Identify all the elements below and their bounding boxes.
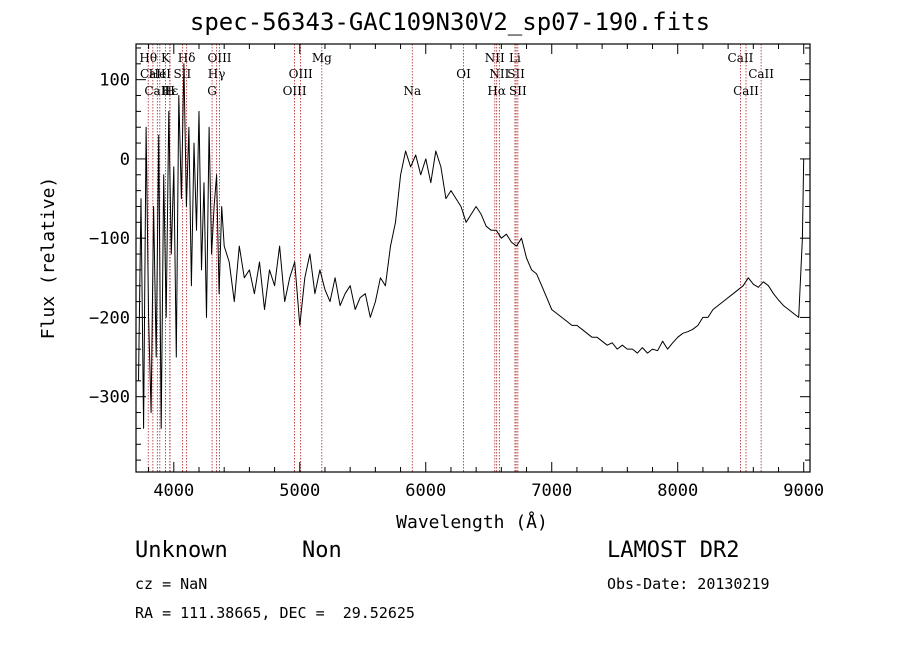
spectral-line-label: CaII: [728, 51, 754, 65]
y-tick-label: −100: [89, 229, 130, 249]
spectral-line-label: Hθ: [139, 51, 157, 65]
y-tick-label: 0: [120, 150, 130, 170]
spectral-line-label: HeI: [149, 67, 172, 81]
y-axis-label: Flux (relative): [38, 177, 59, 340]
spectral-line-label: OI: [456, 67, 471, 81]
plot-frame: [135, 43, 811, 473]
object-subclass: Non: [302, 538, 342, 563]
x-tick-label: 9000: [783, 481, 824, 501]
spectral-line-markers: Hθ CaII CaII K HeI Hε Hδ SII H OIII Hγ G Mg OIII OIII N…: [139, 44, 774, 472]
spectral-line-label: CaII: [144, 84, 170, 98]
x-axis-label: Wavelength (Å): [396, 511, 548, 533]
spectral-line-label: NII: [489, 67, 509, 81]
spectral-line-label: SII: [174, 67, 192, 81]
spectral-line-label: Na: [403, 84, 421, 98]
spectral-line-label: OIII: [207, 51, 231, 65]
survey-name: LAMOST DR2: [607, 538, 740, 563]
y-tick-label: −300: [89, 388, 130, 408]
chart-title: spec-56343-GAC109N30V2_sp07-190.fits: [189, 8, 711, 36]
redshift-cz: cz = NaN: [135, 575, 208, 593]
spectral-line-label: CaII: [748, 67, 774, 81]
x-tick-label: 8000: [657, 481, 698, 501]
y-tick-label: −200: [89, 308, 130, 328]
observation-date: Obs-Date: 20130219: [607, 575, 770, 593]
axes: 4000 5000 6000 7000 8000 9000 100 0 −100 −200 −300: [89, 44, 824, 501]
x-tick-label: 6000: [405, 481, 446, 501]
spectral-line-label: K: [161, 51, 171, 65]
y-tick-label: 100: [99, 71, 130, 91]
spectral-line-label: Li: [509, 51, 521, 65]
coordinates: RA = 111.38665, DEC = 29.52625: [135, 604, 415, 622]
spectral-line-label: NII: [485, 51, 505, 65]
spectral-line-label: SII: [509, 84, 527, 98]
spectral-line-label: Hε: [162, 84, 179, 98]
spectral-line-label: H: [165, 84, 175, 98]
spectral-line-label: Mg: [312, 51, 332, 65]
x-tick-label: 7000: [531, 481, 572, 501]
series-layer: [138, 63, 805, 429]
spectrum-series-line: [138, 63, 805, 429]
spectral-line-label: Hδ: [178, 51, 196, 65]
spectral-line-label: SII: [507, 67, 525, 81]
spectral-line-label: OIII: [289, 67, 313, 81]
spectral-line-label: Hγ: [208, 67, 226, 81]
object-class: Unknown: [135, 538, 228, 563]
x-tick-label: 4000: [153, 481, 194, 501]
x-tick-label: 5000: [279, 481, 320, 501]
spectral-line-label: Hα: [487, 84, 506, 98]
spectral-line-label: G: [207, 84, 217, 98]
spectral-line-label: CaII: [733, 84, 759, 98]
spectral-line-label: OIII: [283, 84, 307, 98]
